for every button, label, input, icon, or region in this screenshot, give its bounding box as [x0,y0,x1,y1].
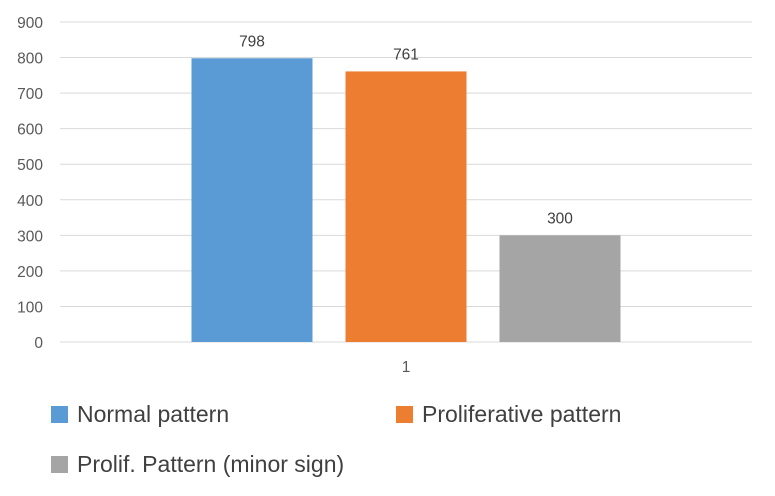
bar-proliferative-pattern [345,71,467,342]
y-tick-label-600: 600 [17,122,43,139]
y-tick-label-300: 300 [17,228,43,245]
data-label-1: 761 [393,46,419,63]
x-axis-tick-labels: 1 [402,359,411,376]
bar-prolif-pattern-minor-sign [499,235,621,342]
y-tick-label-700: 700 [17,86,43,103]
data-label-2: 300 [547,210,573,227]
data-label-0: 798 [239,33,265,50]
bar-normal-pattern [191,58,313,343]
y-tick-label-0: 0 [34,335,43,352]
data-labels: 798 761 300 [239,33,573,227]
x-tick-label-0: 1 [402,359,411,376]
bars [191,58,621,343]
y-tick-label-100: 100 [17,299,43,316]
y-tick-label-200: 200 [17,264,43,281]
y-tick-label-800: 800 [17,51,43,68]
y-tick-label-400: 400 [17,193,43,210]
y-axis-tick-labels: 0 100 200 300 400 500 600 700 800 900 [17,15,43,352]
y-tick-label-500: 500 [17,157,43,174]
y-tick-label-900: 900 [17,15,43,32]
